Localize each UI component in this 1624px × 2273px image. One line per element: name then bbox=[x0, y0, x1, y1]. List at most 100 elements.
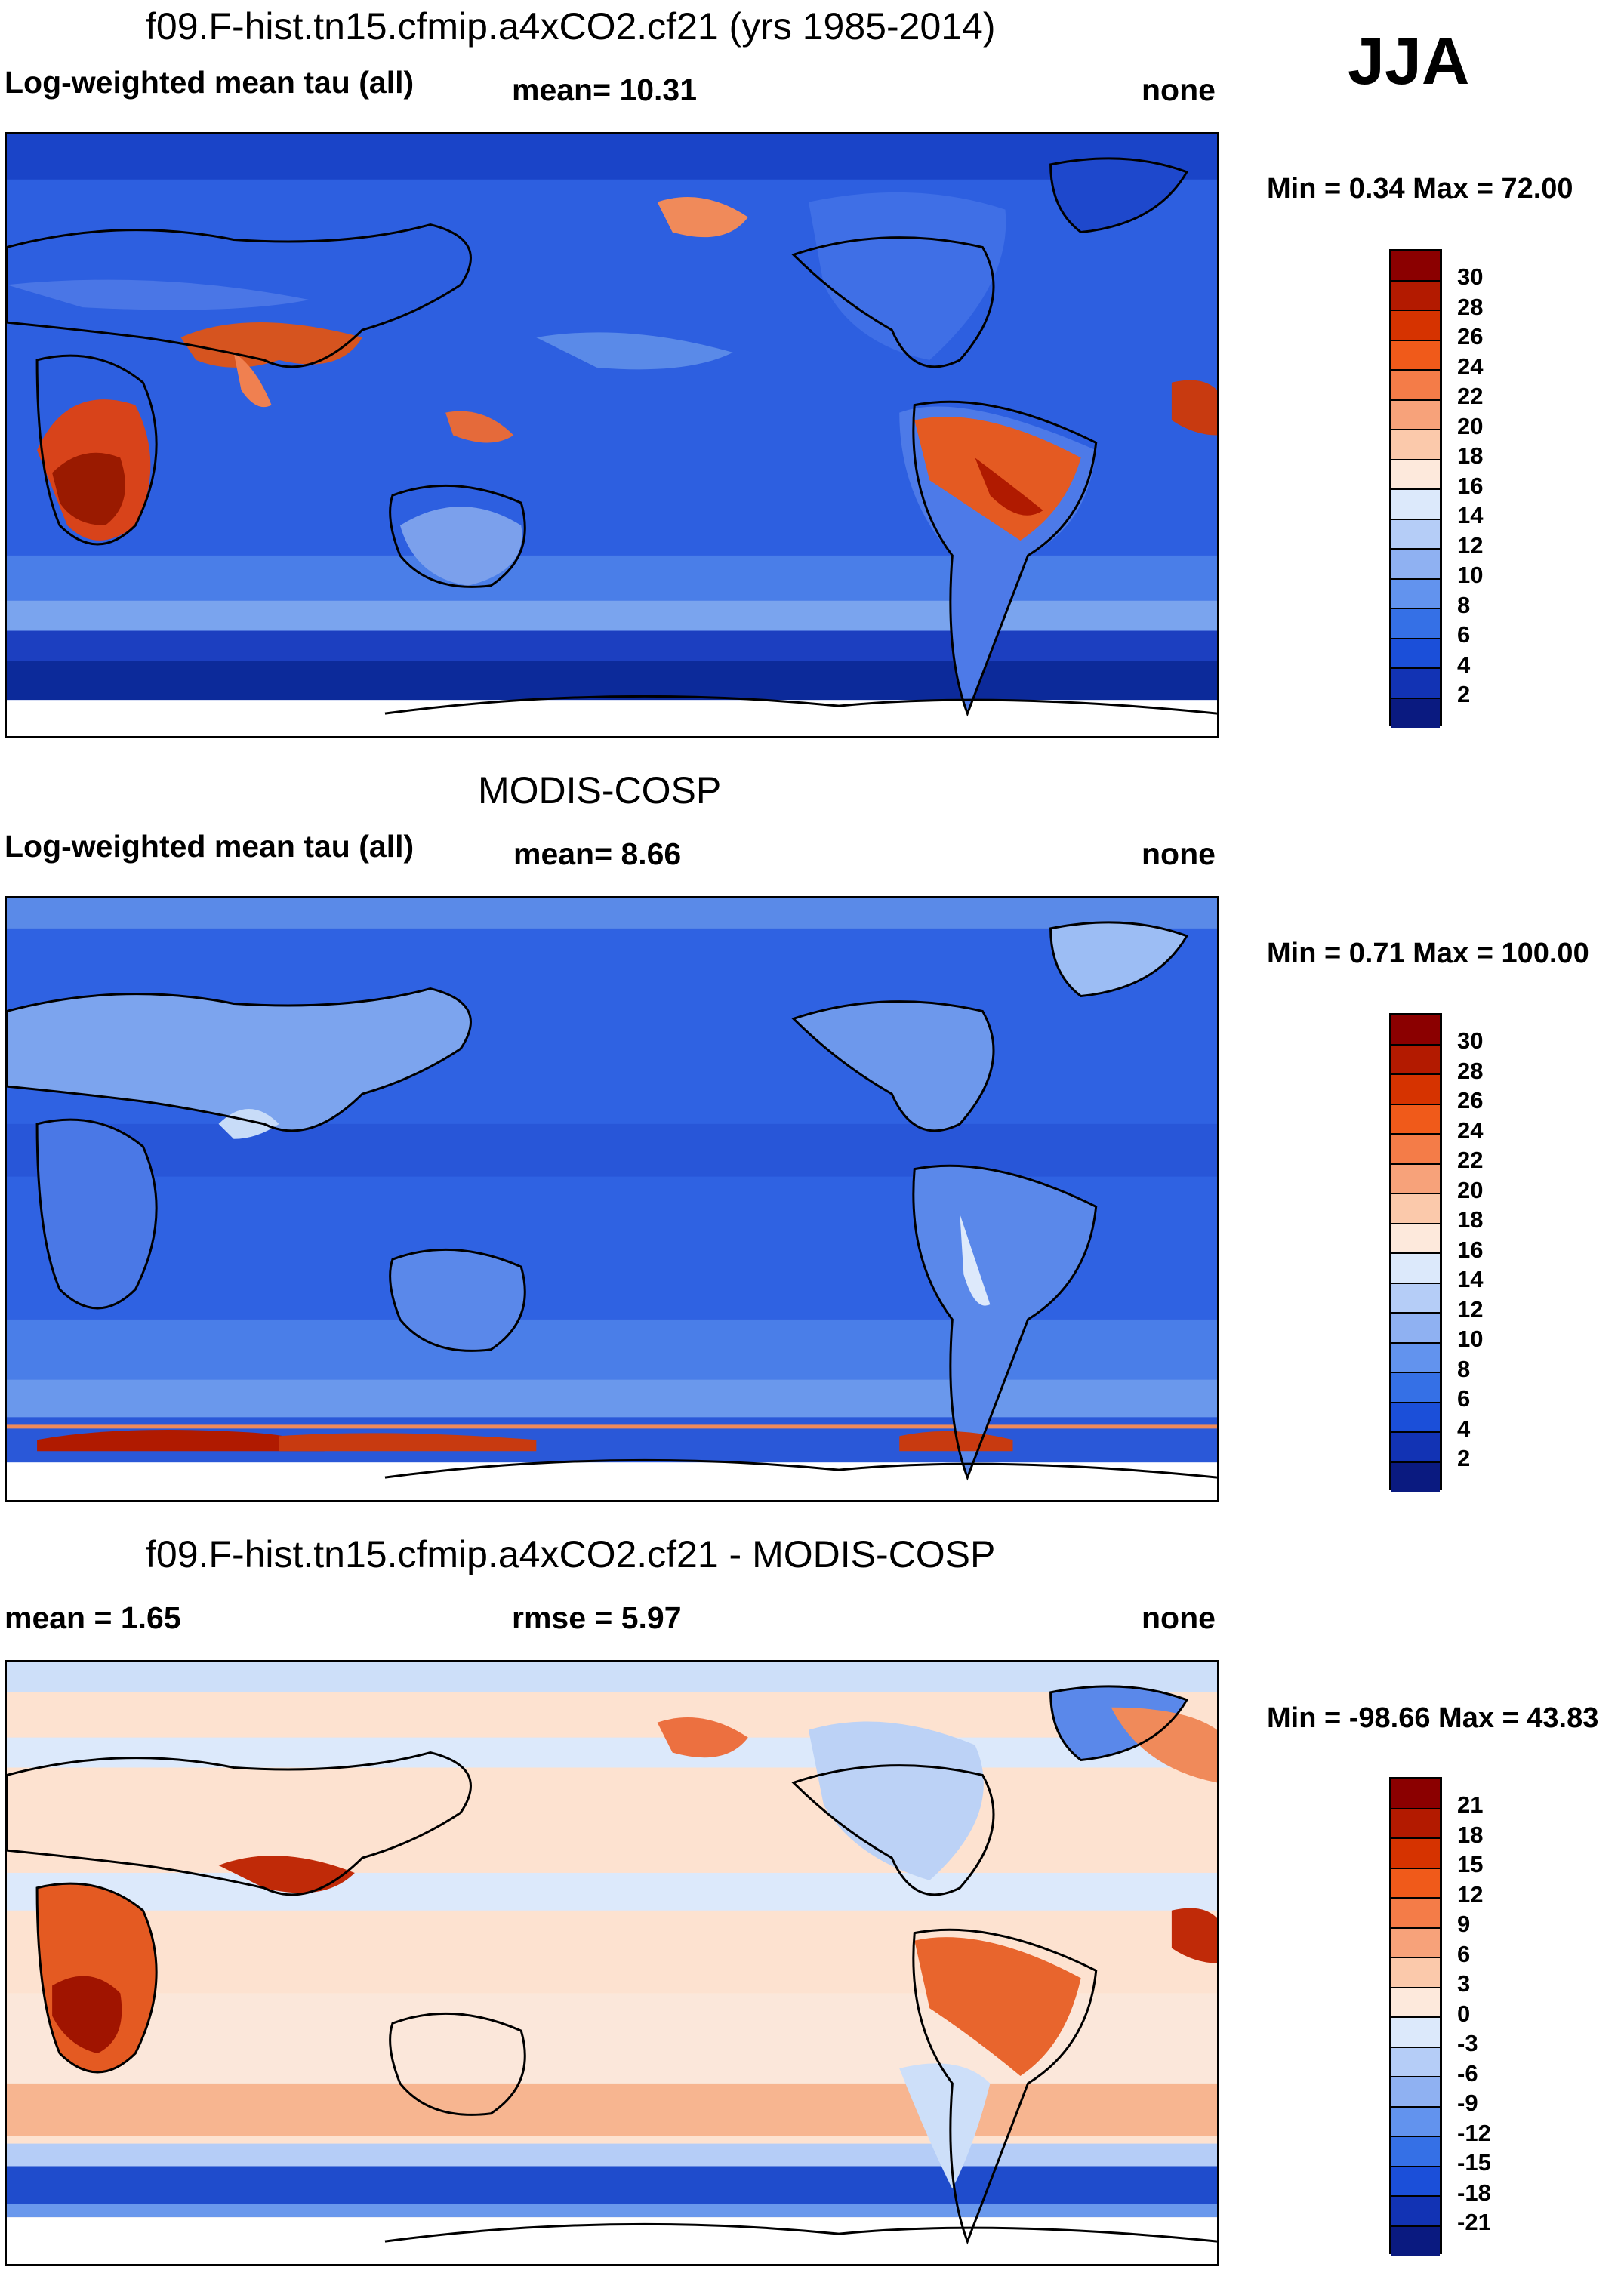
colorbar-label: -15 bbox=[1457, 2149, 1491, 2176]
colorbar-swatch bbox=[1391, 2018, 1440, 2048]
colorbar-label: 12 bbox=[1457, 1296, 1484, 1323]
colorbar-label: 26 bbox=[1457, 323, 1484, 350]
panel3-title: f09.F-hist.tn15.cfmip.a4xCO2.cf21 - MODI… bbox=[146, 1533, 996, 1575]
colorbar-label: 3 bbox=[1457, 1970, 1471, 1997]
panel2-variable-label: Log-weighted mean tau (all) bbox=[5, 829, 414, 864]
colorbar-label: -18 bbox=[1457, 2179, 1491, 2206]
colorbar-label: 14 bbox=[1457, 502, 1484, 528]
panel1-units-label: none bbox=[1142, 72, 1216, 107]
colorbar-swatch bbox=[1391, 430, 1440, 460]
colorbar-swatch bbox=[1391, 2077, 1440, 2108]
colorbar-label: 22 bbox=[1457, 383, 1484, 409]
colorbar-swatch bbox=[1391, 1135, 1440, 1165]
colorbar-label: 18 bbox=[1457, 442, 1484, 469]
colorbar-swatch bbox=[1391, 1283, 1440, 1314]
panel2-map bbox=[5, 896, 1219, 1502]
colorbar-label: 8 bbox=[1457, 592, 1471, 618]
colorbar-swatch bbox=[1391, 519, 1440, 550]
colorbar-swatch bbox=[1391, 550, 1440, 580]
colorbar-swatch bbox=[1391, 460, 1440, 490]
colorbar-swatch bbox=[1391, 1194, 1440, 1224]
colorbar-label: 20 bbox=[1457, 1177, 1484, 1203]
colorbar-label: 6 bbox=[1457, 1385, 1471, 1412]
colorbar-label: 2 bbox=[1457, 681, 1471, 707]
panel2-minmax: Min = 0.71 Max = 100.00 bbox=[1267, 938, 1589, 969]
colorbar-swatch bbox=[1391, 609, 1440, 639]
colorbar-label: 18 bbox=[1457, 1206, 1484, 1233]
colorbar-swatch bbox=[1391, 1254, 1440, 1284]
colorbar-label: 28 bbox=[1457, 1058, 1484, 1084]
colorbar-label: 8 bbox=[1457, 1356, 1471, 1382]
panel3-colorbar bbox=[1389, 1777, 1442, 2256]
colorbar-swatch bbox=[1391, 2047, 1440, 2077]
colorbar-label: 12 bbox=[1457, 1881, 1484, 1908]
colorbar-swatch bbox=[1391, 1104, 1440, 1135]
colorbar-swatch bbox=[1391, 2167, 1440, 2197]
panel3-map bbox=[5, 1660, 1219, 2266]
colorbar-swatch bbox=[1391, 669, 1440, 699]
colorbar-label: 24 bbox=[1457, 353, 1484, 380]
colorbar-swatch bbox=[1391, 2226, 1440, 2256]
colorbar-swatch bbox=[1391, 371, 1440, 401]
colorbar-label: 21 bbox=[1457, 1791, 1484, 1818]
colorbar-label: 26 bbox=[1457, 1087, 1484, 1113]
colorbar-label: 20 bbox=[1457, 413, 1484, 439]
colorbar-label: 4 bbox=[1457, 651, 1471, 678]
panel3-units-label: none bbox=[1142, 1600, 1216, 1635]
colorbar-swatch bbox=[1391, 1809, 1440, 1839]
panel1-variable-label: Log-weighted mean tau (all) bbox=[5, 65, 414, 100]
colorbar-swatch bbox=[1391, 1343, 1440, 1373]
colorbar-label: -6 bbox=[1457, 2060, 1478, 2087]
colorbar-label: 10 bbox=[1457, 1326, 1484, 1352]
colorbar-swatch bbox=[1391, 1045, 1440, 1075]
panel1-minmax: Min = 0.34 Max = 72.00 bbox=[1267, 173, 1573, 205]
colorbar-swatch bbox=[1391, 639, 1440, 669]
panel1-colorbar bbox=[1389, 249, 1442, 728]
colorbar-label: 15 bbox=[1457, 1851, 1484, 1877]
colorbar-label: 4 bbox=[1457, 1415, 1471, 1442]
colorbar-label: 18 bbox=[1457, 1822, 1484, 1848]
panel2-colorbar bbox=[1389, 1013, 1442, 1492]
colorbar-swatch bbox=[1391, 2137, 1440, 2167]
colorbar-label: 6 bbox=[1457, 621, 1471, 648]
colorbar-swatch bbox=[1391, 2107, 1440, 2137]
colorbar-label: 28 bbox=[1457, 294, 1484, 320]
colorbar-label: 14 bbox=[1457, 1266, 1484, 1292]
colorbar-label: 24 bbox=[1457, 1117, 1484, 1144]
colorbar-swatch bbox=[1391, 2197, 1440, 2227]
colorbar-swatch bbox=[1391, 1988, 1440, 2018]
colorbar-label: 12 bbox=[1457, 532, 1484, 559]
colorbar-swatch bbox=[1391, 1373, 1440, 1403]
colorbar-label: -12 bbox=[1457, 2120, 1491, 2146]
colorbar-swatch bbox=[1391, 1314, 1440, 1344]
colorbar-swatch bbox=[1391, 1403, 1440, 1433]
colorbar-label: 2 bbox=[1457, 1445, 1471, 1471]
colorbar-label: -3 bbox=[1457, 2030, 1478, 2056]
colorbar-swatch bbox=[1391, 1928, 1440, 1958]
colorbar-label: 30 bbox=[1457, 263, 1484, 290]
panel3-rmse-label: rmse = 5.97 bbox=[512, 1600, 682, 1635]
colorbar-swatch bbox=[1391, 1779, 1440, 1809]
colorbar-swatch bbox=[1391, 1868, 1440, 1899]
colorbar-swatch bbox=[1391, 1075, 1440, 1105]
panel2-title: MODIS-COSP bbox=[478, 769, 722, 812]
colorbar-swatch bbox=[1391, 1899, 1440, 1929]
colorbar-label: 30 bbox=[1457, 1027, 1484, 1054]
colorbar-swatch bbox=[1391, 400, 1440, 430]
colorbar-label: 16 bbox=[1457, 473, 1484, 499]
season-label: JJA bbox=[1348, 23, 1470, 98]
colorbar-swatch bbox=[1391, 1462, 1440, 1492]
colorbar-swatch bbox=[1391, 698, 1440, 728]
colorbar-swatch bbox=[1391, 1015, 1440, 1046]
colorbar-label: 9 bbox=[1457, 1911, 1471, 1937]
colorbar-swatch bbox=[1391, 1958, 1440, 1988]
panel2-units-label: none bbox=[1142, 836, 1216, 871]
colorbar-swatch bbox=[1391, 281, 1440, 311]
colorbar-swatch bbox=[1391, 340, 1440, 371]
colorbar-label: -9 bbox=[1457, 2090, 1478, 2116]
panel1-title: f09.F-hist.tn15.cfmip.a4xCO2.cf21 (yrs 1… bbox=[146, 5, 996, 48]
colorbar-label: 22 bbox=[1457, 1147, 1484, 1173]
colorbar-label: 6 bbox=[1457, 1941, 1471, 1967]
panel1-map bbox=[5, 132, 1219, 738]
colorbar-swatch bbox=[1391, 579, 1440, 609]
